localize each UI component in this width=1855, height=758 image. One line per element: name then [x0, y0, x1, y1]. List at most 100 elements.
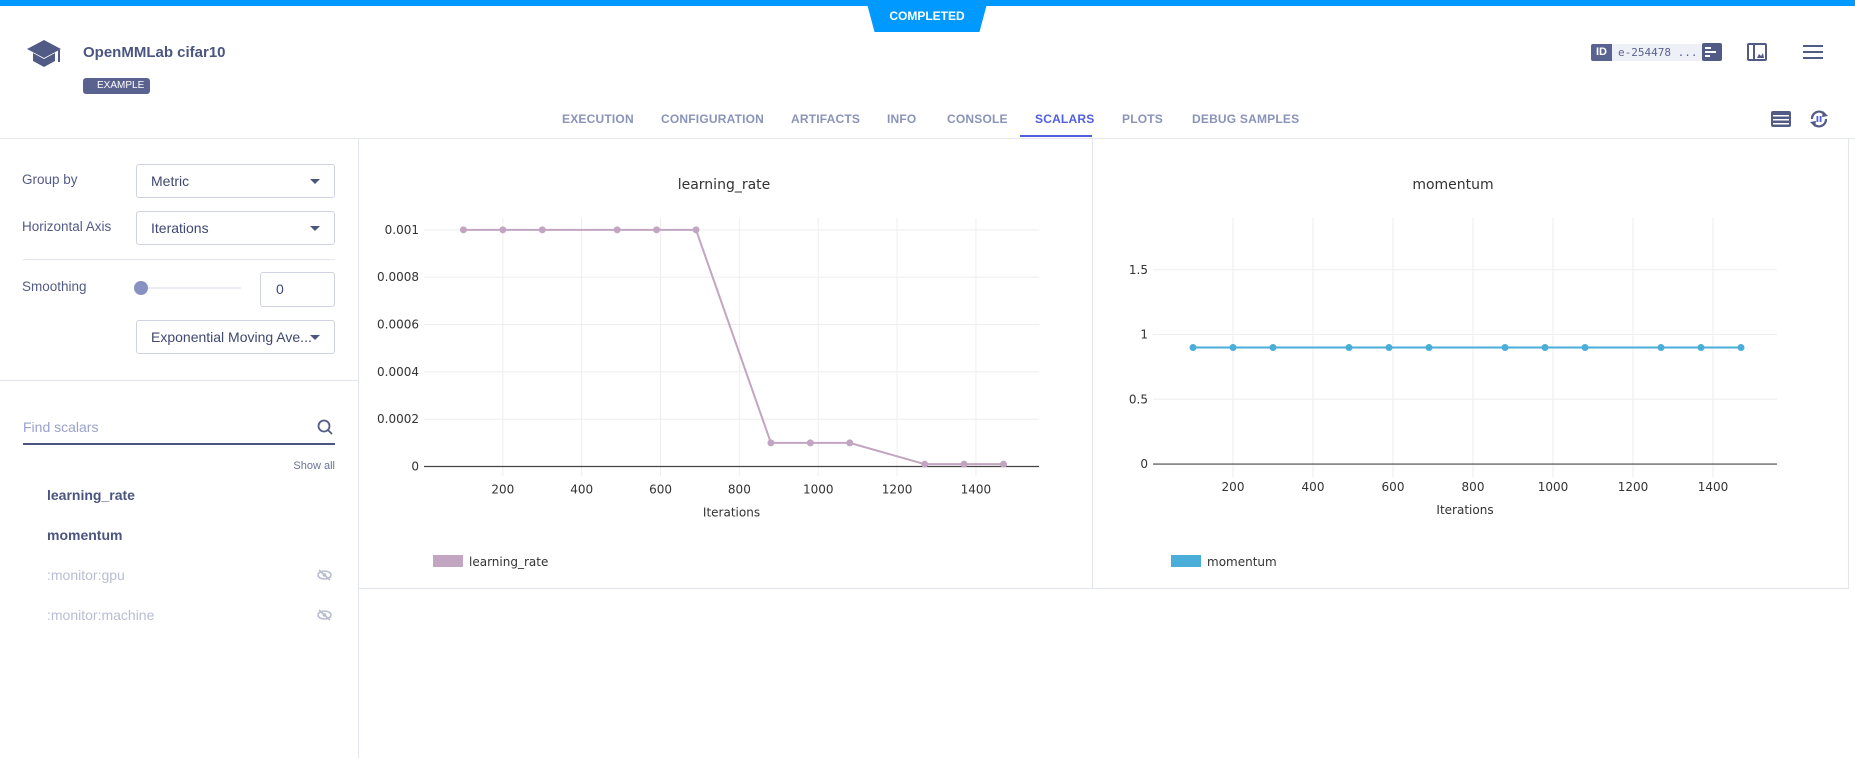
y-tick-label: 0.5	[1129, 392, 1148, 406]
horizontal-axis-value: Iterations	[151, 220, 209, 236]
data-point	[1501, 344, 1509, 351]
data-point	[1385, 344, 1393, 351]
data-point	[1697, 344, 1705, 351]
x-tick-label: 600	[649, 483, 672, 497]
x-tick-label: 1400	[1698, 480, 1729, 494]
list-view-icon[interactable]	[1771, 111, 1791, 127]
x-tick-label: 1400	[961, 483, 992, 497]
menu-icon[interactable]	[1803, 45, 1823, 59]
group-by-label: Group by	[22, 172, 78, 187]
header-divider	[0, 138, 1855, 139]
y-tick-label: 0.0008	[377, 270, 419, 284]
id-value[interactable]: e-254478 ...	[1612, 44, 1704, 61]
y-tick-label: 0.0002	[377, 412, 419, 426]
data-point	[1345, 344, 1353, 351]
eye-hidden-icon[interactable]	[317, 569, 332, 581]
legend-swatch	[1171, 555, 1201, 567]
horizontal-axis-select[interactable]: Iterations	[136, 211, 335, 245]
scalar-item-learning-rate[interactable]: learning_rate	[47, 487, 135, 503]
smoothing-method-select[interactable]: Exponential Moving Ave...	[136, 320, 335, 354]
x-tick-label: 1000	[1538, 480, 1569, 494]
group-by-value: Metric	[151, 173, 190, 189]
data-point	[1541, 344, 1549, 351]
data-point	[1425, 344, 1433, 351]
x-tick-label: 1000	[803, 483, 834, 497]
data-point	[653, 226, 661, 234]
x-tick-label: 400	[570, 483, 593, 497]
tab-debug-samples[interactable]: DEBUG SAMPLES	[1192, 112, 1300, 126]
legend-label: momentum	[1207, 555, 1277, 569]
auto-refresh-pause-icon[interactable]	[1808, 108, 1830, 130]
data-point	[1657, 344, 1665, 351]
data-point	[806, 439, 814, 447]
tab-scalars[interactable]: SCALARS	[1035, 112, 1095, 126]
smoothing-input[interactable]: 0	[260, 272, 335, 307]
data-point	[921, 460, 929, 468]
show-all-link[interactable]: Show all	[293, 460, 335, 472]
tab-execution[interactable]: EXECUTION	[562, 112, 634, 126]
smoothing-slider-thumb[interactable]	[134, 281, 148, 295]
details-panel-icon[interactable]	[1702, 43, 1722, 61]
scalar-item-monitor-gpu[interactable]: :monitor:gpu	[47, 567, 125, 583]
y-tick-label: 1	[1140, 328, 1148, 342]
legend-swatch	[433, 555, 463, 567]
tab-console[interactable]: CONSOLE	[947, 112, 1008, 126]
chart-title: momentum	[1412, 177, 1494, 193]
x-tick-label: 600	[1382, 480, 1405, 494]
smoothing-method-value: Exponential Moving Ave...	[151, 329, 312, 345]
chevron-down-icon	[310, 179, 320, 184]
data-point	[1737, 344, 1745, 351]
experiment-title: OpenMMLab cifar10	[83, 44, 226, 61]
data-point	[538, 226, 546, 234]
id-label: ID	[1591, 44, 1612, 61]
data-point	[1229, 344, 1237, 351]
id-badge[interactable]: ID e-254478 ...	[1591, 44, 1704, 61]
y-tick-label: 0.0004	[377, 365, 419, 379]
active-tab-indicator	[1020, 135, 1092, 137]
search-placeholder: Find scalars	[23, 419, 99, 435]
smoothing-label: Smoothing	[22, 279, 87, 294]
data-point	[1581, 344, 1589, 351]
x-tick-label: 800	[1462, 480, 1485, 494]
group-by-select[interactable]: Metric	[136, 164, 335, 198]
scalar-item-momentum[interactable]: momentum	[47, 527, 123, 543]
y-tick-label: 0.001	[385, 223, 419, 237]
y-tick-label: 0	[411, 460, 419, 474]
x-tick-label: 400	[1302, 480, 1325, 494]
layout-toggle-icon[interactable]	[1747, 43, 1767, 61]
eye-hidden-icon[interactable]	[317, 609, 332, 621]
x-tick-label: 1200	[1618, 480, 1649, 494]
settings-divider	[23, 259, 335, 260]
data-point	[459, 226, 467, 234]
tab-artifacts[interactable]: ARTIFACTS	[791, 112, 861, 126]
y-tick-label: 0.0006	[377, 318, 419, 332]
scalar-item-monitor-machine[interactable]: :monitor:machine	[47, 607, 155, 623]
data-point	[1000, 460, 1008, 468]
momentum-chart[interactable]: 200 400 600 800 1000 1200 1400 0 0.5 1 1.5 Iteratio…	[1093, 139, 1849, 589]
tab-plots[interactable]: PLOTS	[1122, 112, 1164, 126]
search-icon[interactable]	[317, 419, 333, 435]
smoothing-slider[interactable]	[141, 287, 241, 289]
tab-configuration[interactable]: CONFIGURATION	[661, 112, 765, 126]
x-axis-label: Iterations	[1436, 503, 1493, 517]
data-point	[767, 439, 775, 447]
chart-panel-momentum	[1093, 139, 1849, 589]
data-point	[1189, 344, 1197, 351]
data-point	[960, 460, 968, 468]
x-tick-label: 800	[728, 483, 751, 497]
series-line	[463, 228, 1004, 466]
data-point	[613, 226, 621, 234]
sidebar-section-divider	[0, 380, 358, 381]
tab-info[interactable]: INFO	[887, 112, 917, 126]
data-point	[1269, 344, 1277, 351]
find-scalars-input[interactable]: Find scalars	[23, 415, 335, 445]
x-axis-label: Iterations	[703, 506, 760, 520]
learning-rate-chart[interactable]: 200 400 600 800 1000 1200 1400 0 0.0002 0.0004 0.0…	[359, 139, 1093, 589]
example-badge: EXAMPLE	[83, 78, 151, 94]
chevron-down-icon	[310, 226, 320, 231]
chart-panel-learning-rate	[359, 139, 1093, 589]
y-tick-label: 1.5	[1129, 263, 1148, 277]
sidebar-divider	[358, 139, 359, 758]
x-tick-label: 200	[1222, 480, 1245, 494]
chart-title: learning_rate	[677, 177, 771, 193]
